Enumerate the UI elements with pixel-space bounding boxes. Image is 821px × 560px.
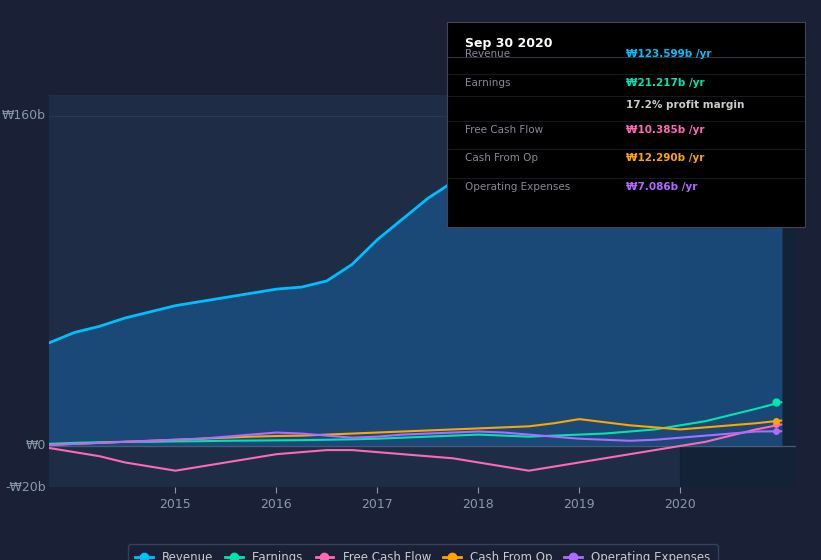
Text: -₩20b: -₩20b <box>5 480 45 494</box>
Text: ₩21.217b /yr: ₩21.217b /yr <box>626 78 704 88</box>
Text: Operating Expenses: Operating Expenses <box>466 182 571 192</box>
Text: Revenue: Revenue <box>466 49 511 59</box>
Text: ₩12.290b /yr: ₩12.290b /yr <box>626 153 704 164</box>
Text: 17.2% profit margin: 17.2% profit margin <box>626 100 745 110</box>
Text: Cash From Op: Cash From Op <box>466 153 539 164</box>
Text: ₩160b: ₩160b <box>2 109 45 122</box>
Text: Free Cash Flow: Free Cash Flow <box>466 125 544 135</box>
Text: ₩7.086b /yr: ₩7.086b /yr <box>626 182 697 192</box>
Bar <box>681 95 801 487</box>
Text: ₩0: ₩0 <box>25 440 45 452</box>
Text: Sep 30 2020: Sep 30 2020 <box>466 37 553 50</box>
Text: ₩123.599b /yr: ₩123.599b /yr <box>626 49 712 59</box>
Text: Earnings: Earnings <box>466 78 511 88</box>
Text: ₩10.385b /yr: ₩10.385b /yr <box>626 125 704 135</box>
Legend: Revenue, Earnings, Free Cash Flow, Cash From Op, Operating Expenses: Revenue, Earnings, Free Cash Flow, Cash … <box>128 544 718 560</box>
